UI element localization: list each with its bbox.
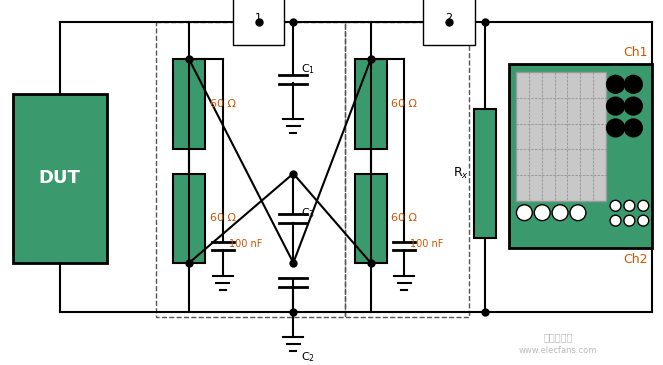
Circle shape [624, 200, 635, 211]
Circle shape [610, 215, 621, 226]
Circle shape [625, 97, 642, 115]
Circle shape [624, 215, 635, 226]
Circle shape [638, 200, 648, 211]
Bar [173, 59, 205, 149]
Text: 60 Ω: 60 Ω [391, 213, 418, 223]
Text: C$_1$: C$_1$ [301, 62, 316, 76]
Bar [509, 65, 652, 248]
Circle shape [610, 200, 621, 211]
Circle shape [607, 119, 625, 137]
Text: 60 Ω: 60 Ω [391, 99, 418, 109]
Bar [345, 22, 469, 317]
Circle shape [552, 205, 568, 220]
Text: 电子发烧友: 电子发烧友 [544, 332, 573, 342]
Text: www.elecfans.com: www.elecfans.com [519, 346, 597, 354]
Circle shape [607, 97, 625, 115]
Text: DUT: DUT [39, 169, 81, 188]
Text: C$_2$: C$_2$ [301, 350, 316, 364]
Bar [516, 72, 605, 201]
Bar [156, 22, 345, 317]
Bar [355, 173, 387, 263]
Circle shape [607, 75, 625, 93]
Text: C$_3$: C$_3$ [301, 206, 316, 220]
Text: 60 Ω: 60 Ω [210, 99, 236, 109]
Circle shape [570, 205, 586, 220]
Text: 1: 1 [255, 13, 262, 23]
Text: 2: 2 [446, 13, 453, 23]
Circle shape [638, 215, 648, 226]
Text: 60 Ω: 60 Ω [210, 213, 236, 223]
Bar [474, 109, 496, 238]
Bar [355, 59, 387, 149]
Text: Ch1: Ch1 [623, 46, 647, 59]
Text: R$_x$: R$_x$ [453, 166, 469, 181]
Bar [173, 173, 205, 263]
Text: 100 nF: 100 nF [410, 239, 444, 249]
Circle shape [625, 119, 642, 137]
Text: 100 nF: 100 nF [229, 239, 263, 249]
Circle shape [534, 205, 550, 220]
Circle shape [625, 75, 642, 93]
Bar [13, 94, 107, 263]
Circle shape [516, 205, 532, 220]
Text: Ch2: Ch2 [623, 253, 647, 266]
